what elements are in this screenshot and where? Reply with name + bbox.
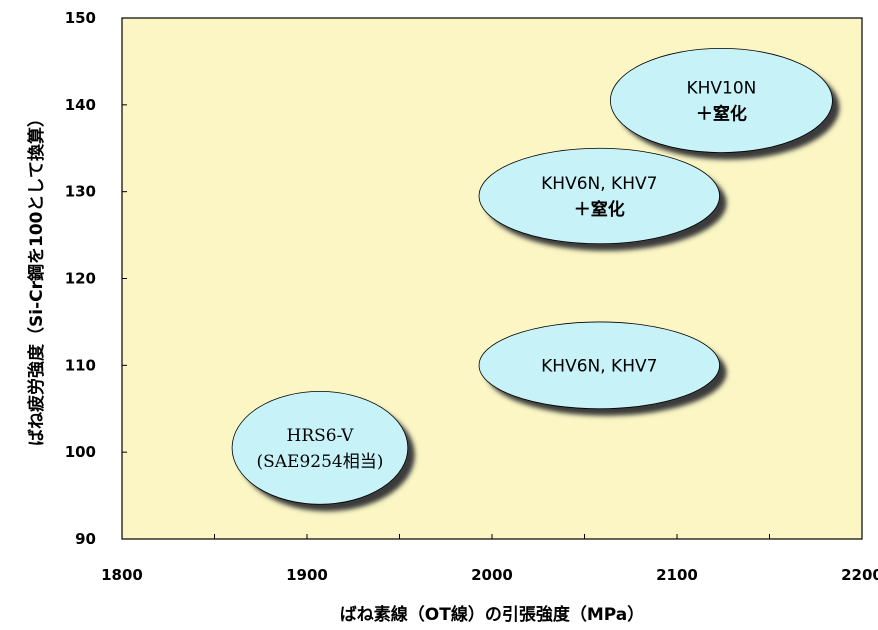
region-4: KHV10N ＋窒化 [610, 47, 840, 160]
y-tick-label: 150 [65, 9, 96, 27]
region-label: ＋窒化 [696, 103, 747, 124]
region-ellipse [478, 147, 720, 245]
y-tick-label: 100 [65, 443, 96, 461]
region-label: HRS6-V [287, 426, 355, 446]
x-axis-title: ばね素線（OT線）の引張強度（MPa） [340, 604, 644, 625]
x-tick-label: 1800 [101, 566, 143, 584]
y-axis-ticks [122, 17, 127, 540]
region-label: (SAE9254相当) [257, 452, 384, 472]
x-tick-label: 1900 [286, 566, 328, 584]
y-axis-tick-labels: 90 100 110 120 130 140 150 [65, 9, 96, 548]
y-tick-label: 130 [65, 183, 96, 201]
region-3: KHV6N, KHV7 ＋窒化 [478, 147, 727, 251]
x-tick-label: 2100 [656, 566, 698, 584]
x-axis-tick-labels: 1800 1900 2000 2100 2200 [101, 566, 878, 584]
y-tick-label: 120 [65, 270, 96, 288]
data-regions: HRS6-V (SAE9254相当) KHV6N, KHV7 KHV6N, KHV7 ＋… [231, 47, 840, 512]
region-ellipse [610, 47, 833, 153]
region-label: KHV10N [686, 78, 756, 98]
x-tick-label: 2200 [841, 566, 878, 584]
region-label: KHV6N, KHV7 [541, 174, 657, 194]
region-ellipse [478, 321, 720, 410]
y-axis-title: ばね疲労強度（Si-Cr鋼を100として換算） [26, 110, 47, 446]
x-tick-label: 2000 [471, 566, 513, 584]
region-1: HRS6-V (SAE9254相当) [231, 390, 415, 512]
region-2: KHV6N, KHV7 [478, 321, 727, 416]
region-label: KHV6N, KHV7 [541, 356, 657, 376]
region-label: ＋窒化 [574, 199, 625, 220]
region-ellipse [231, 390, 409, 505]
y-tick-label: 110 [65, 356, 96, 374]
y-tick-label: 140 [65, 96, 96, 114]
y-tick-label: 90 [75, 530, 96, 548]
x-axis-ticks [121, 534, 863, 539]
